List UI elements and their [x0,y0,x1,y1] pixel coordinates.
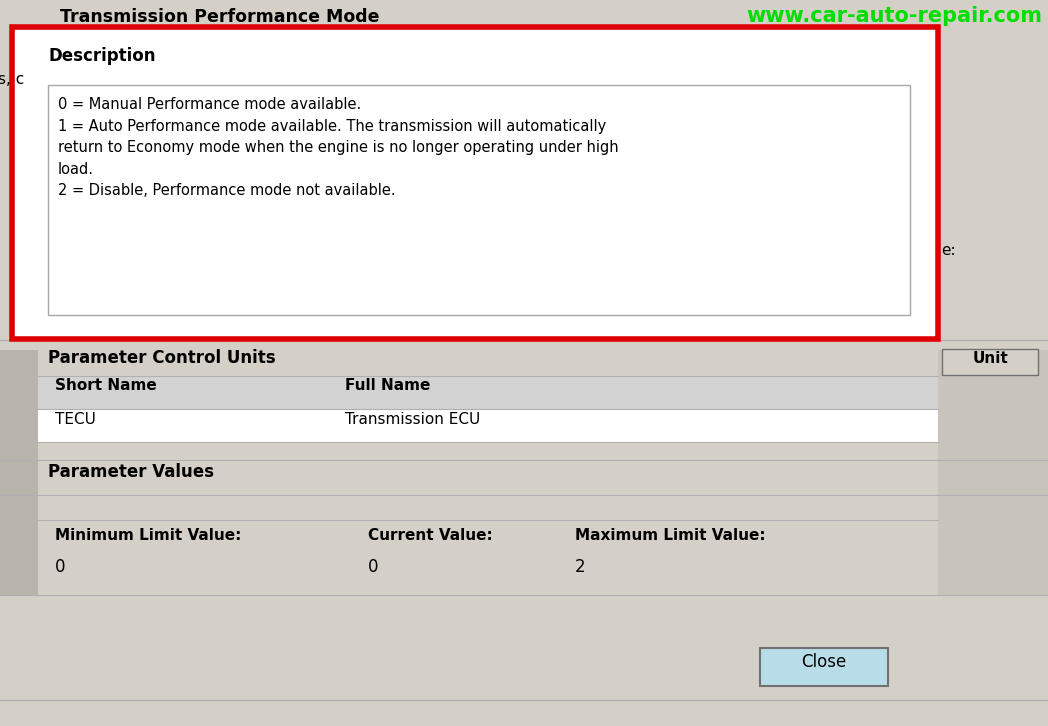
Text: Transmission ECU: Transmission ECU [345,412,480,427]
Bar [38,376,938,409]
Text: www.car-auto-repair.com: www.car-auto-repair.com [746,6,1042,26]
Bar [760,648,888,686]
Text: Close: Close [802,653,847,671]
Text: TECU: TECU [54,412,95,427]
Text: Transmission Performance Mode: Transmission Performance Mode [60,8,379,26]
Bar [938,495,1048,595]
Text: e:: e: [941,243,956,258]
Bar [38,409,938,442]
Text: s, c: s, c [0,72,24,87]
Bar [14,29,936,337]
Bar [0,460,38,495]
Bar [0,350,38,460]
Bar [48,85,910,315]
Text: Parameter Values: Parameter Values [48,463,214,481]
Text: Description: Description [48,47,155,65]
Text: Short Name: Short Name [54,378,157,393]
Bar [938,460,1048,495]
Text: 0 = Manual Performance mode available.
1 = Auto Performance mode available. The : 0 = Manual Performance mode available. 1… [58,97,618,198]
Text: Parameter Control Units: Parameter Control Units [48,349,276,367]
Bar [938,350,1048,460]
Text: Unit: Unit [973,351,1008,366]
Text: Maximum Limit Value:: Maximum Limit Value: [575,528,766,543]
Text: Current Value:: Current Value: [368,528,493,543]
Bar [942,349,1038,375]
Text: Minimum Limit Value:: Minimum Limit Value: [54,528,241,543]
Bar [12,27,938,339]
Text: 0: 0 [54,558,65,576]
Text: Full Name: Full Name [345,378,431,393]
Text: 2: 2 [575,558,586,576]
Text: 0: 0 [368,558,378,576]
Bar [0,495,38,595]
